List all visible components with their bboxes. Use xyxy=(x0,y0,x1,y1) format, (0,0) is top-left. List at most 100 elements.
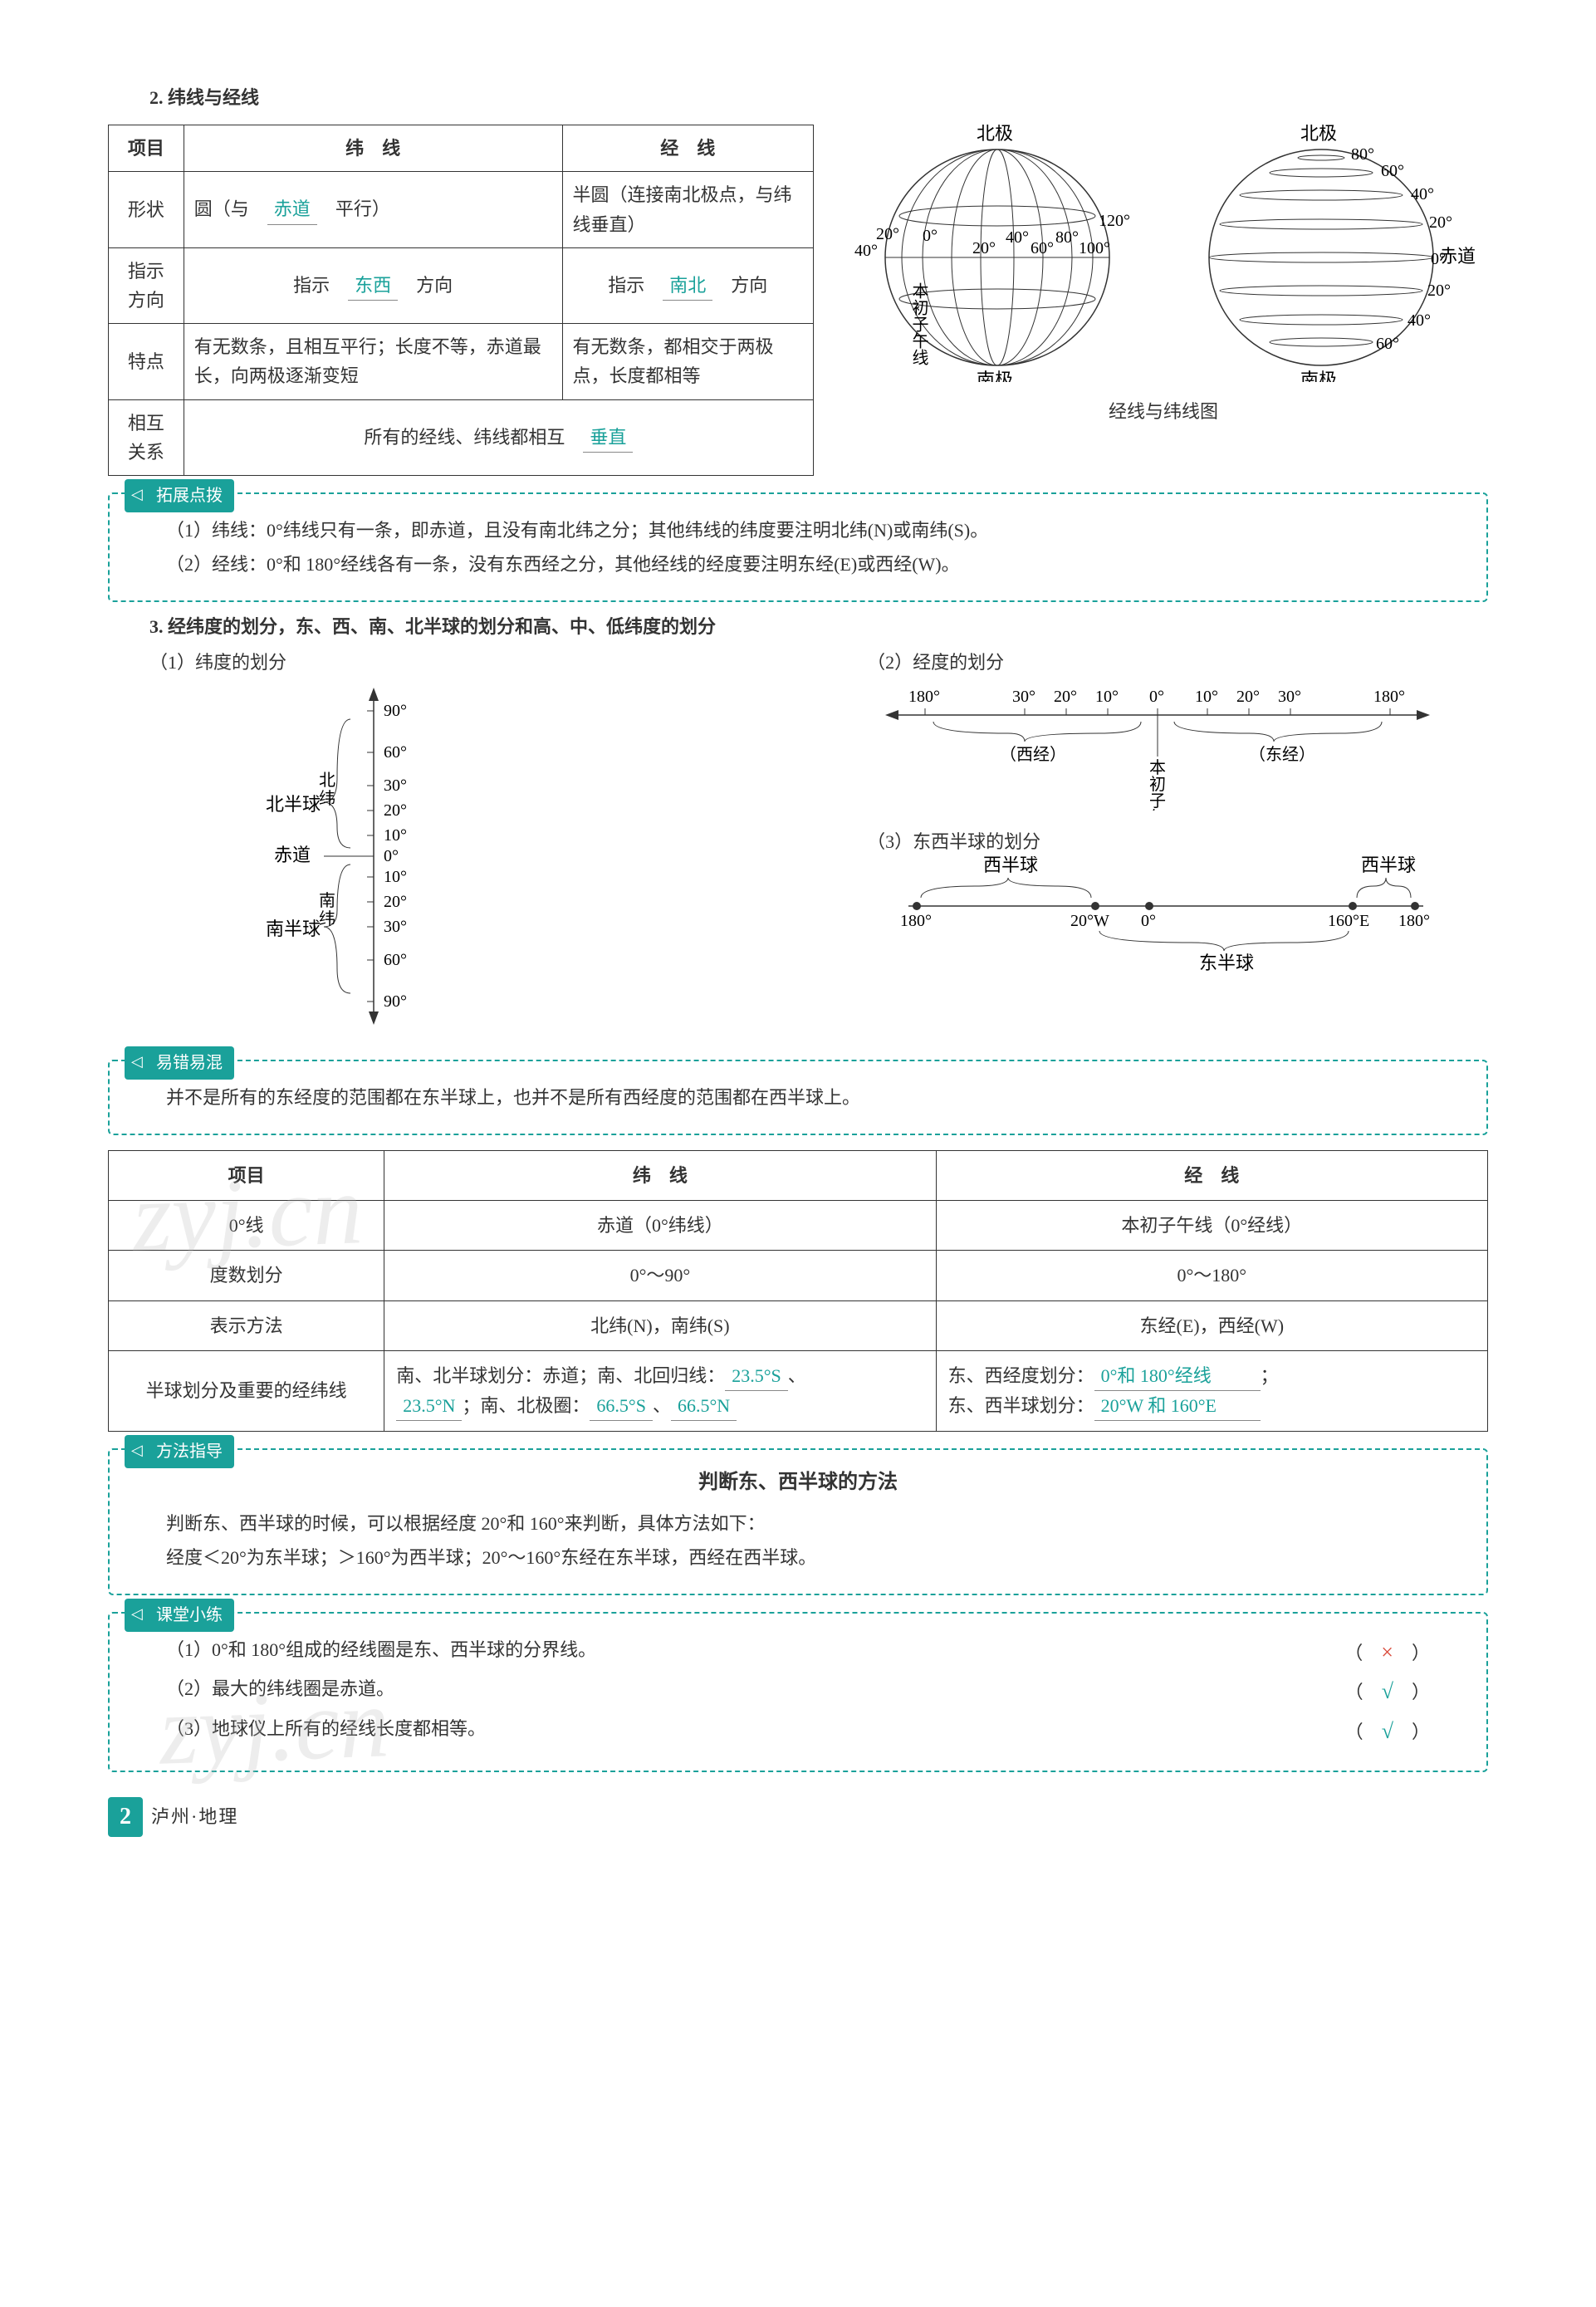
section-2-title: 2. 纬线与经线 xyxy=(149,83,1488,112)
svg-text:北极: 北极 xyxy=(1300,125,1337,144)
tips1-line1: （1）纬线：0°纬线只有一条，即赤道，且没有南北纬之分；其他纬线的纬度要注明北纬… xyxy=(166,516,1463,545)
svg-text:100°: 100° xyxy=(1079,239,1110,257)
table-2: 项目 纬 线 经 线 0°线 赤道（0°纬线） 本初子午线（0°经线） 度数划分… xyxy=(108,1150,1488,1432)
sub3-title: （3）东西半球的划分 xyxy=(867,827,1488,856)
svg-text:40°: 40° xyxy=(854,242,878,260)
svg-text:180°: 180° xyxy=(1398,912,1430,930)
svg-text:120°: 120° xyxy=(1099,212,1130,230)
svg-text:0°: 0° xyxy=(1141,912,1156,930)
svg-text:20°W: 20°W xyxy=(1070,912,1109,930)
svg-text:20°: 20° xyxy=(1429,213,1452,232)
tips-block-4: 课堂小练 zyj.cn （1）0°和 180°组成的经线圈是东、西半球的分界线。… xyxy=(108,1612,1488,1772)
tips-tag-3: 方法指导 xyxy=(125,1435,234,1468)
svg-text:（西经）: （西经） xyxy=(1000,745,1066,764)
t2-h1: 纬 线 xyxy=(384,1151,936,1201)
svg-text:180°: 180° xyxy=(1373,688,1405,706)
tips-block-1: 拓展点拨 （1）纬线：0°纬线只有一条，即赤道，且没有南北纬之分；其他纬线的纬度… xyxy=(108,492,1488,602)
t1-r1-label: 指示方向 xyxy=(109,247,184,323)
svg-text:90°: 90° xyxy=(384,702,407,720)
svg-text:10°: 10° xyxy=(384,868,407,886)
t2-h2: 经 线 xyxy=(936,1151,1487,1201)
page-number: 2 xyxy=(108,1797,143,1838)
table-row: 半球划分及重要的经纬线 南、北半球划分：赤道；南、北回归线：23.5°S、 23… xyxy=(109,1350,1488,1431)
svg-text:30°: 30° xyxy=(384,918,407,936)
t1-r2-c2: 有无数条，都相交于两极点，长度都相等 xyxy=(562,324,813,399)
section-3-title: 3. 经纬度的划分，东、西、南、北半球的划分和高、中、低纬度的划分 xyxy=(149,612,1488,641)
quiz-q3: （3）地球仪上所有的经线长度都相等。 xyxy=(166,1714,486,1749)
svg-text:10°: 10° xyxy=(384,826,407,845)
page-footer: 2 泸州·地理 xyxy=(108,1797,1488,1838)
t1-h2: 经 线 xyxy=(562,125,813,172)
svg-text:10°: 10° xyxy=(1095,688,1119,706)
svg-text:40°: 40° xyxy=(1408,311,1431,330)
t2-h0: 项目 xyxy=(109,1151,384,1201)
footer-text: 泸州·地理 xyxy=(151,1802,238,1831)
svg-text:180°: 180° xyxy=(908,688,940,706)
tips-tag-4: 课堂小练 xyxy=(125,1599,234,1632)
quiz-q2: （2）最大的纬线圈是赤道。 xyxy=(166,1674,394,1709)
svg-text:0°: 0° xyxy=(923,227,938,245)
svg-text:北: 北 xyxy=(319,771,335,790)
svg-text:180°: 180° xyxy=(900,912,932,930)
svg-text:初: 初 xyxy=(1149,775,1166,794)
globe-diagrams: 40° 20° 0° 20° 40° 60° 80° 100° 120° 北极 … xyxy=(839,125,1488,426)
svg-text:30°: 30° xyxy=(1012,688,1035,706)
table-row: 指示方向 指示 东西 方向 指示 南北 方向 xyxy=(109,247,814,323)
t1-r0-label: 形状 xyxy=(109,172,184,247)
svg-text:30°: 30° xyxy=(1278,688,1301,706)
svg-text:纬: 纬 xyxy=(319,789,335,808)
table-row: 表示方法 北纬(N)，南纬(S) 东经(E)，西经(W) xyxy=(109,1300,1488,1350)
t2-last-c1: 南、北半球划分：赤道；南、北回归线：23.5°S、 23.5°N；南、北极圈：6… xyxy=(384,1350,936,1431)
svg-text:北极: 北极 xyxy=(977,125,1013,144)
t1-r0-c2: 半圆（连接南北极点，与纬线垂直） xyxy=(562,172,813,247)
latitude-diagram: 90° 60° 30° 20° 10° 0° 10° 20° 30° 60° 9… xyxy=(108,678,573,1035)
hemisphere-diagram: 180° 20°W 0° 160°E 180° 西半球 西半球 东半球 xyxy=(867,856,1465,972)
svg-text:0°: 0° xyxy=(1431,250,1446,268)
t1-r0-c1: 圆（与 赤道 平行） xyxy=(184,172,562,247)
tips3-line2: 经度＜20°为东半球；＞160°为西半球；20°～160°东经在东半球，西经在西… xyxy=(166,1543,1463,1572)
row-table-and-globes: 项目 纬 线 经 线 形状 圆（与 赤道 平行） 半圆（连接南北极点，与纬线垂直… xyxy=(108,125,1488,476)
t2-last-c2: 东、西经度划分：0°和 180°经线； 东、西半球划分：20°W 和 160°E xyxy=(936,1350,1487,1431)
t1-r3-label: 相互关系 xyxy=(109,399,184,475)
svg-text:20°: 20° xyxy=(972,239,996,257)
svg-text:20°: 20° xyxy=(1236,688,1260,706)
svg-text:80°: 80° xyxy=(1351,145,1374,164)
svg-text:南极: 南极 xyxy=(977,370,1013,382)
t1-r1-c1: 指示 东西 方向 xyxy=(184,247,562,323)
quiz-row-2: （2）最大的纬线圈是赤道。 （ √ ） xyxy=(166,1674,1430,1709)
table-row: 相互关系 所有的经线、纬线都相互 垂直 xyxy=(109,399,814,475)
svg-text:午: 午 xyxy=(1149,808,1166,811)
t1-r2-label: 特点 xyxy=(109,324,184,399)
svg-text:本初子午线: 本初子午线 xyxy=(909,282,928,365)
table-row: 特点 有无数条，且相互平行；长度不等，赤道最长，向两极逐渐变短 有无数条，都相交… xyxy=(109,324,814,399)
svg-text:60°: 60° xyxy=(1031,239,1054,257)
tips-block-3: 方法指导 判断东、西半球的方法 判断东、西半球的时候，可以根据经度 20°和 1… xyxy=(108,1448,1488,1595)
svg-text:0°: 0° xyxy=(384,847,399,865)
svg-text:20°: 20° xyxy=(1427,282,1451,300)
svg-text:90°: 90° xyxy=(384,992,407,1011)
quiz-row-3: （3）地球仪上所有的经线长度都相等。 （ √ ） xyxy=(166,1714,1430,1749)
svg-text:东半球: 东半球 xyxy=(1199,953,1254,972)
svg-text:160°E: 160°E xyxy=(1328,912,1369,930)
svg-text:南半球: 南半球 xyxy=(266,918,321,939)
svg-text:西半球: 西半球 xyxy=(1361,856,1416,875)
method-title: 判断东、西半球的方法 xyxy=(133,1467,1463,1498)
quiz-a3: （ √ ） xyxy=(1345,1714,1430,1749)
svg-text:60°: 60° xyxy=(1381,162,1404,180)
t1-r3-merged: 所有的经线、纬线都相互 垂直 xyxy=(184,399,813,475)
t1-h0: 项目 xyxy=(109,125,184,172)
tips1-line2: （2）经线：0°和 180°经线各有一条，没有东西经之分，其他经线的经度要注明东… xyxy=(166,550,1463,579)
tips-block-2: 易错易混 并不是所有的东经度的范围都在东半球上，也并不是所有西经度的范围都在西半… xyxy=(108,1060,1488,1135)
tips-tag-2: 易错易混 xyxy=(125,1046,234,1080)
t1-h1: 纬 线 xyxy=(184,125,562,172)
t1-r1-c2: 指示 南北 方向 xyxy=(562,247,813,323)
svg-text:60°: 60° xyxy=(384,743,407,762)
sub1-title: （1）纬度的划分 xyxy=(149,648,867,677)
quiz-a1: （ × ） xyxy=(1344,1635,1430,1670)
table-row: 0°线 赤道（0°纬线） 本初子午线（0°经线） xyxy=(109,1201,1488,1251)
svg-text:60°: 60° xyxy=(1376,335,1399,353)
svg-text:0°: 0° xyxy=(1149,688,1164,706)
svg-text:60°: 60° xyxy=(384,951,407,969)
svg-text:30°: 30° xyxy=(384,776,407,795)
globes-svg: 40° 20° 0° 20° 40° 60° 80° 100° 120° 北极 … xyxy=(848,125,1479,382)
